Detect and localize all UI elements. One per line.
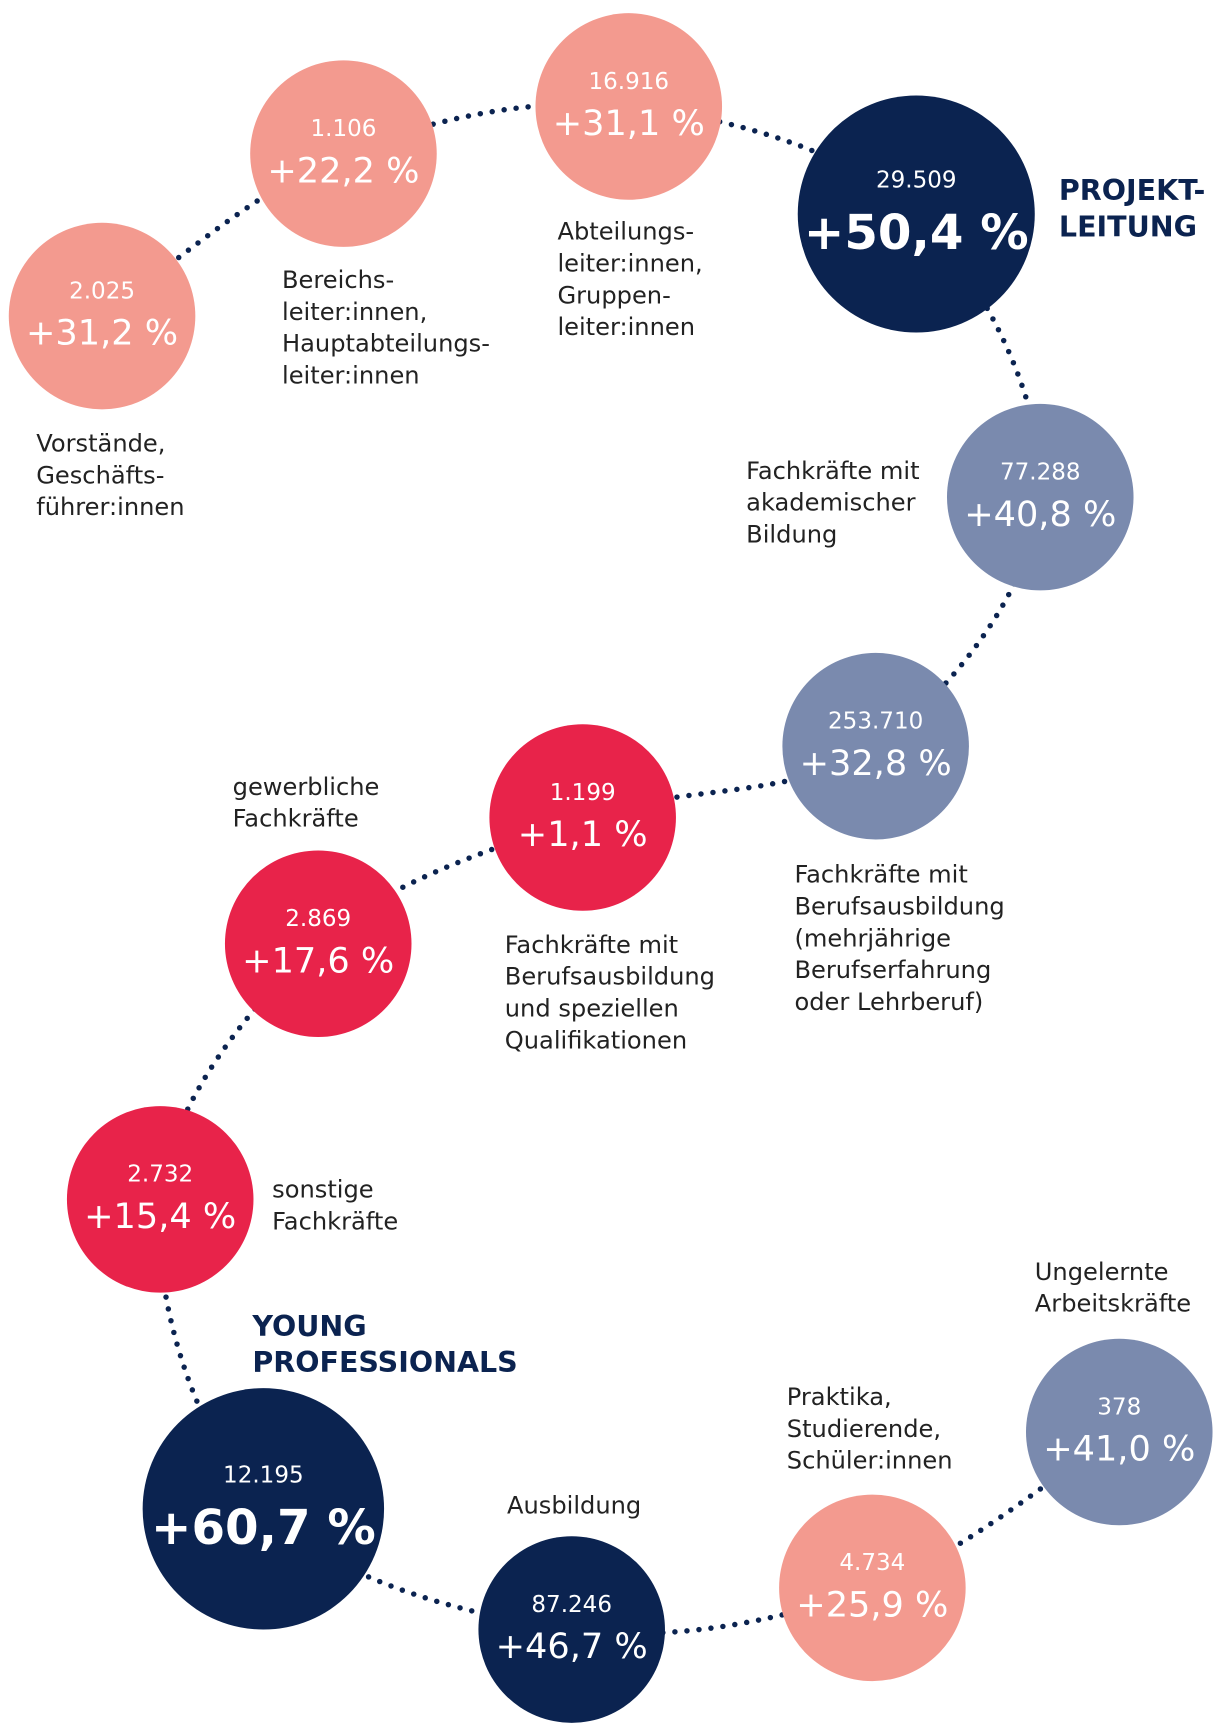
node-label: Arbeitskräfte: [1035, 1290, 1191, 1318]
node-label: Geschäfts-: [36, 461, 164, 489]
node-label: Praktika,: [787, 1383, 892, 1411]
node-count: 2.869: [285, 906, 351, 932]
node-change: +31,2 %: [26, 313, 178, 354]
node-label: Berufserfahrung: [794, 956, 991, 984]
node-label: Fachkräfte: [233, 805, 359, 833]
node-label: Fachkräfte mit: [746, 457, 919, 485]
node-circle: [142, 1388, 385, 1630]
node-count: 12.195: [223, 1462, 304, 1488]
node-circle: [8, 222, 196, 410]
node-count: 1.106: [310, 116, 376, 142]
node-circle: [224, 850, 412, 1037]
node-change: +15,4 %: [84, 1196, 236, 1237]
node-change: +32,8 %: [800, 743, 952, 784]
node-label: leiter:innen: [282, 361, 420, 389]
node-label: leiter:innen,: [557, 249, 702, 277]
node-circle: [1025, 1338, 1213, 1526]
node-count: 253.710: [828, 709, 923, 735]
node-change: +1,1 %: [518, 814, 648, 855]
node-label: Ungelernte: [1035, 1258, 1169, 1286]
node-change: +17,6 %: [242, 940, 394, 981]
node-label: Berufsausbildung: [794, 893, 1004, 921]
node-count: 87.246: [531, 1592, 612, 1618]
node-label: Ausbildung: [507, 1492, 641, 1520]
node-circle: [489, 724, 676, 911]
group-heading: YOUNG: [251, 1310, 366, 1343]
node-change: +46,7 %: [496, 1626, 648, 1667]
node-count: 2.732: [127, 1162, 193, 1188]
node-change: +40,8 %: [964, 494, 1116, 535]
node-label: Fachkräfte mit: [794, 861, 967, 889]
node-label: Abteilungs-: [557, 218, 694, 246]
node-count: 29.509: [876, 168, 957, 194]
node-label: führer:innen: [36, 493, 184, 521]
node-circle: [535, 13, 723, 200]
node-count: 4.734: [839, 1550, 905, 1576]
node-circle: [946, 403, 1134, 591]
node-count: 2.025: [69, 278, 135, 304]
node-circle: [782, 652, 969, 840]
node-label: oder Lehrberuf): [794, 988, 983, 1016]
node-change: +60,7 %: [151, 1500, 376, 1556]
node-label: gewerbliche: [233, 773, 380, 801]
node-label: Bereichs-: [282, 266, 394, 294]
node-change: +31,1 %: [553, 103, 705, 144]
group-heading: LEITUNG: [1059, 210, 1197, 243]
node-label: (mehrjährige: [794, 924, 951, 952]
node-circle: [478, 1536, 665, 1723]
node-label: Gruppen-: [557, 281, 670, 309]
node-label: leiter:innen: [557, 313, 695, 341]
node-count: 378: [1097, 1394, 1141, 1420]
node-change: +22,2 %: [267, 150, 419, 191]
node-label: Qualifikationen: [505, 1026, 687, 1054]
node-circle: [66, 1106, 254, 1293]
node-label: leiter:innen,: [282, 298, 427, 326]
node-label: Fachkräfte: [272, 1207, 398, 1235]
node-change: +25,9 %: [796, 1584, 948, 1625]
node-label: Schüler:innen: [787, 1447, 953, 1475]
group-heading: PROFESSIONALS: [252, 1346, 517, 1379]
node-label: sonstige: [272, 1176, 374, 1204]
node-circle: [797, 95, 1035, 333]
node-label: Berufsausbildung: [505, 963, 715, 991]
node-change: +41,0 %: [1043, 1429, 1195, 1470]
node-label: Hauptabteilungs-: [282, 330, 490, 358]
node-circle: [250, 60, 437, 247]
node-label: Vorstände,: [36, 429, 165, 457]
node-count: 1.199: [550, 780, 616, 806]
node-label: akademischer: [746, 489, 915, 517]
node-count: 16.916: [588, 69, 669, 95]
node-count: 77.288: [1000, 459, 1081, 485]
node-label: Fachkräfte mit: [505, 931, 678, 959]
node-label: Studierende,: [787, 1415, 941, 1443]
group-heading: PROJEKT-: [1059, 174, 1205, 207]
node-change: +50,4 %: [804, 205, 1029, 261]
node-circle: [779, 1494, 966, 1682]
node-label: und speziellen: [505, 995, 679, 1023]
node-label: Bildung: [746, 521, 837, 549]
